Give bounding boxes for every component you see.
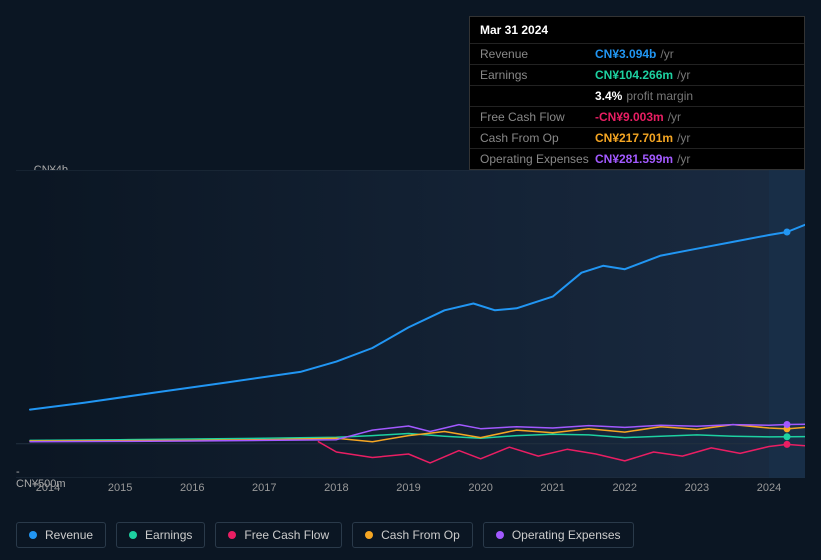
legend-dot [129, 531, 137, 539]
tooltip-row-value: 3.4% [595, 89, 622, 103]
tooltip-row-suffix: /yr [668, 110, 681, 124]
legend-dot [228, 531, 236, 539]
x-tick-label: 2018 [324, 482, 348, 494]
legend-dot [29, 531, 37, 539]
legend-label: Operating Expenses [512, 528, 621, 542]
legend-item-cash-from-op[interactable]: Cash From Op [352, 522, 473, 548]
legend-item-earnings[interactable]: Earnings [116, 522, 205, 548]
x-tick-label: 2016 [180, 482, 204, 494]
legend-dot [496, 531, 504, 539]
legend-item-revenue[interactable]: Revenue [16, 522, 106, 548]
tooltip-row-suffix: /yr [677, 68, 690, 82]
tooltip-row-value: CN¥104.266m [595, 68, 673, 82]
x-tick-label: 2024 [757, 482, 781, 494]
legend-label: Cash From Op [381, 528, 460, 542]
x-tick-label: 2020 [468, 482, 492, 494]
tooltip-row-value: CN¥3.094b [595, 47, 656, 61]
tooltip-row-value: -CN¥9.003m [595, 110, 664, 124]
tooltip-row-label: Free Cash Flow [480, 110, 595, 124]
legend-label: Free Cash Flow [244, 528, 329, 542]
tooltip-row-label: Cash From Op [480, 131, 595, 145]
legend-dot [365, 531, 373, 539]
tooltip-row: Operating ExpensesCN¥281.599m/yr [470, 148, 804, 169]
tooltip-row-label: Revenue [480, 47, 595, 61]
tooltip-row: Free Cash Flow-CN¥9.003m/yr [470, 106, 804, 127]
hover-tooltip: Mar 31 2024 RevenueCN¥3.094b/yrEarningsC… [469, 16, 805, 170]
legend: Revenue Earnings Free Cash Flow Cash From O… [16, 522, 634, 548]
tooltip-row: 3.4% profit margin [470, 85, 804, 106]
x-tick-label: 2023 [685, 482, 709, 494]
tooltip-row-suffix: /yr [660, 47, 673, 61]
x-tick-label: 2015 [108, 482, 132, 494]
legend-label: Earnings [145, 528, 192, 542]
tooltip-row-label: Operating Expenses [480, 152, 595, 166]
chart-area: CN¥4bCN¥0-CN¥500m [16, 160, 805, 478]
tooltip-date: Mar 31 2024 [470, 17, 804, 43]
tooltip-row-suffix: profit margin [626, 89, 693, 103]
tooltip-row-label: Earnings [480, 68, 595, 82]
tooltip-row: RevenueCN¥3.094b/yr [470, 43, 804, 64]
tooltip-row-value: CN¥217.701m [595, 131, 673, 145]
x-tick-label: 2022 [613, 482, 637, 494]
legend-item-operating-expenses[interactable]: Operating Expenses [483, 522, 634, 548]
x-tick-label: 2017 [252, 482, 276, 494]
x-tick-label: 2021 [540, 482, 564, 494]
x-tick-label: 2014 [36, 482, 60, 494]
tooltip-row-value: CN¥281.599m [595, 152, 673, 166]
legend-label: Revenue [45, 528, 93, 542]
tooltip-row-suffix: /yr [677, 152, 690, 166]
tooltip-row: EarningsCN¥104.266m/yr [470, 64, 804, 85]
x-tick-label: 2019 [396, 482, 420, 494]
tooltip-row: Cash From OpCN¥217.701m/yr [470, 127, 804, 148]
x-axis-labels: 2014 2015 2016 2017 2018 2019 2020 2021 2022 2023… [16, 482, 805, 502]
legend-item-free-cash-flow[interactable]: Free Cash Flow [215, 522, 342, 548]
chart-svg [16, 170, 805, 478]
tooltip-row-suffix: /yr [677, 131, 690, 145]
